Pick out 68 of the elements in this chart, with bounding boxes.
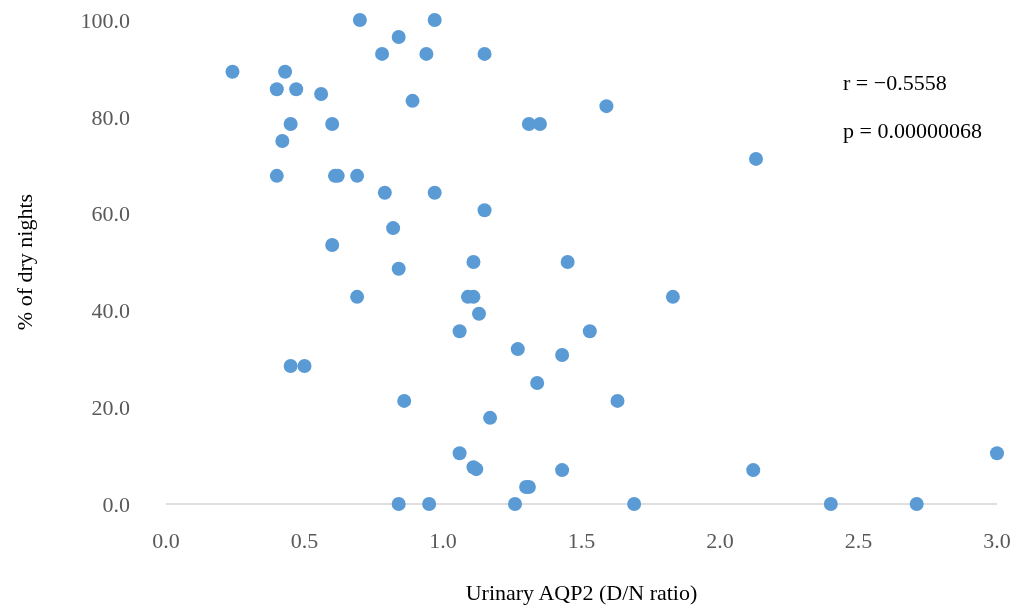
point (532, 117, 547, 132)
y-tick-label: 20.0 (91, 394, 130, 420)
point (375, 46, 390, 61)
point (746, 463, 761, 478)
y-tick-label: 0.0 (102, 491, 130, 517)
point (269, 82, 284, 97)
annotation: p = 0.00000068 (843, 118, 982, 143)
point (225, 64, 240, 79)
point (627, 497, 642, 511)
x-axis-title: Urinary AQP2 (D/N ratio) (465, 580, 698, 605)
y-axis-title: % of dry nights (12, 193, 37, 331)
point (472, 306, 487, 321)
point (483, 410, 498, 425)
x-tick-label: 2.5 (844, 528, 873, 553)
point (560, 255, 575, 269)
point (391, 261, 406, 276)
y-tick-label: 100.0 (80, 7, 130, 33)
point (397, 393, 412, 408)
point (386, 221, 401, 236)
x-tick-label: 2.0 (706, 528, 734, 553)
point (477, 203, 492, 218)
point (297, 359, 312, 374)
point (749, 151, 764, 166)
point (823, 497, 838, 511)
point (610, 393, 625, 408)
point (510, 342, 525, 357)
point (530, 376, 545, 390)
point (391, 497, 406, 511)
point (427, 185, 442, 200)
point (452, 324, 467, 339)
point (555, 463, 570, 478)
point (419, 46, 434, 61)
point (350, 168, 365, 183)
x-tick-label: 1.5 (567, 528, 596, 553)
point (269, 168, 284, 183)
point (452, 446, 467, 461)
point (352, 13, 367, 27)
y-tick-label: 40.0 (91, 298, 130, 324)
point (283, 117, 298, 132)
annotation: r = −0.5558 (843, 70, 947, 95)
point (325, 238, 340, 253)
point (325, 117, 340, 132)
point (422, 497, 437, 511)
x-tick-label: 3.0 (983, 528, 1011, 553)
point (508, 497, 523, 511)
point (289, 82, 304, 97)
point (350, 289, 365, 304)
y-tick-label: 60.0 (91, 201, 130, 227)
x-tick-label: 1.0 (429, 528, 457, 553)
x-tick-label: 0.5 (290, 528, 319, 553)
point (275, 134, 290, 148)
point (427, 13, 442, 27)
point (391, 29, 406, 44)
point (314, 87, 329, 102)
point (599, 99, 614, 114)
point (283, 359, 298, 374)
point (278, 64, 293, 79)
x-tick-label: 0.0 (152, 528, 180, 553)
point (582, 324, 597, 339)
point (665, 289, 680, 304)
point (405, 93, 420, 108)
point (477, 46, 492, 61)
point (990, 446, 1004, 461)
point (909, 497, 924, 511)
y-tick-label: 80.0 (91, 104, 130, 130)
point (377, 185, 392, 200)
point (555, 347, 570, 362)
point (466, 255, 481, 269)
